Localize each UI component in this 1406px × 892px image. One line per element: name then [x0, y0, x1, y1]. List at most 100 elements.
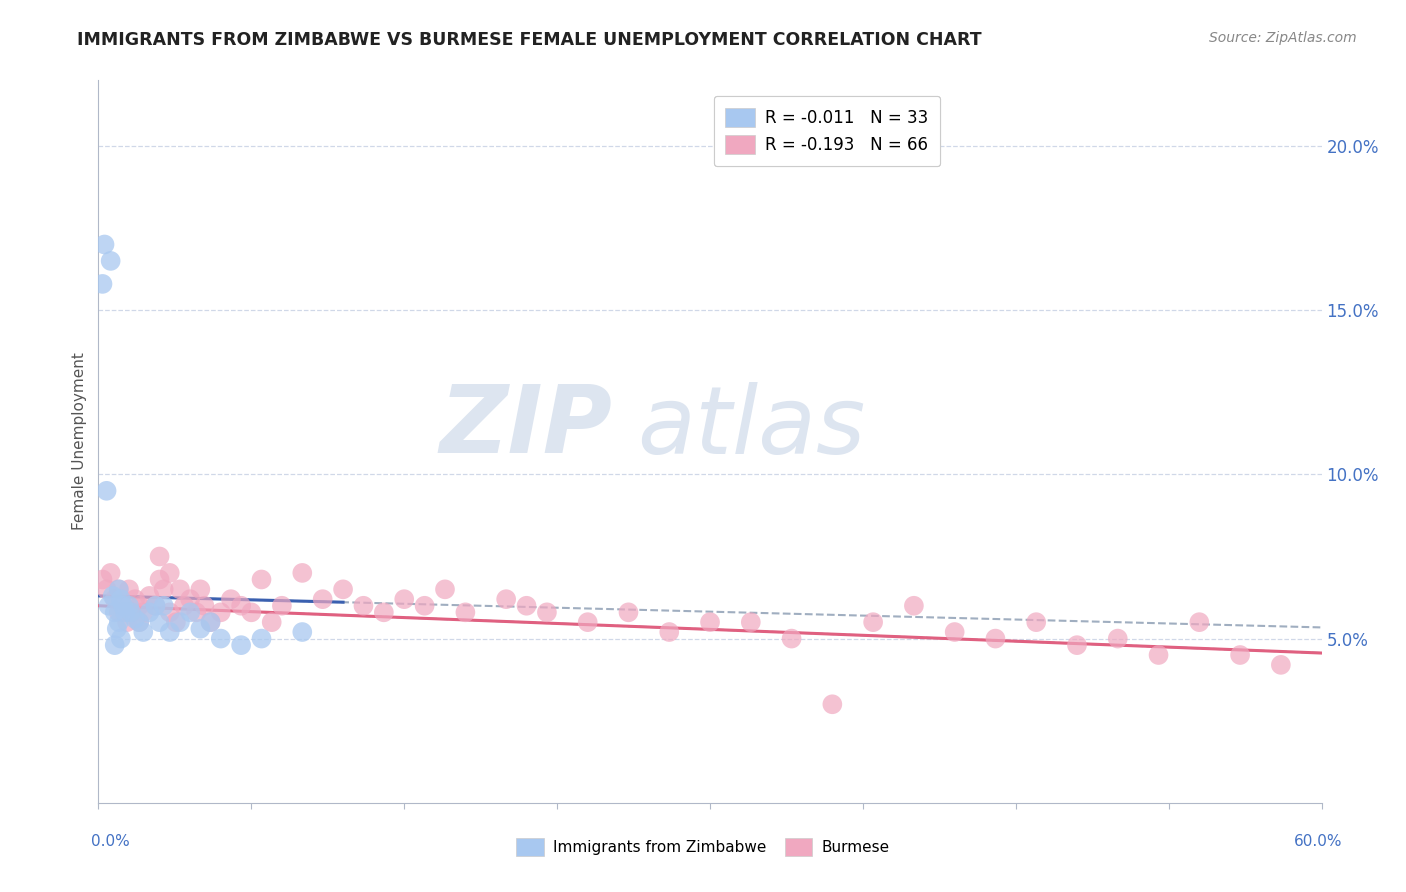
- Point: [96, 483, 118, 498]
- Point: [165, 615, 187, 630]
- Text: atlas: atlas: [637, 382, 865, 473]
- Point: [188, 622, 212, 636]
- Point: [114, 605, 136, 619]
- Point: [152, 599, 174, 613]
- Point: [104, 592, 127, 607]
- Point: [179, 592, 201, 607]
- Point: [100, 253, 122, 268]
- Point: [124, 612, 146, 626]
- Point: [231, 638, 253, 652]
- Legend: Immigrants from Zimbabwe, Burmese: Immigrants from Zimbabwe, Burmese: [510, 832, 896, 862]
- Point: [159, 625, 181, 640]
- Point: [105, 622, 128, 636]
- Text: ZIP: ZIP: [439, 381, 612, 473]
- Point: [984, 632, 1007, 646]
- Point: [332, 582, 354, 597]
- Point: [115, 615, 138, 630]
- Point: [1147, 648, 1170, 662]
- Point: [149, 573, 172, 587]
- Point: [110, 632, 132, 646]
- Point: [576, 615, 599, 630]
- Point: [100, 566, 122, 580]
- Point: [138, 605, 160, 619]
- Point: [118, 599, 141, 613]
- Point: [96, 582, 118, 597]
- Point: [91, 277, 114, 291]
- Point: [291, 625, 314, 640]
- Point: [270, 599, 294, 613]
- Point: [413, 599, 436, 613]
- Point: [149, 549, 172, 564]
- Text: 0.0%: 0.0%: [91, 834, 131, 849]
- Point: [617, 605, 640, 619]
- Point: [200, 615, 222, 630]
- Point: [152, 582, 174, 597]
- Point: [373, 605, 395, 619]
- Point: [209, 632, 232, 646]
- Point: [108, 615, 131, 630]
- Point: [862, 615, 884, 630]
- Point: [104, 638, 127, 652]
- Point: [111, 599, 134, 613]
- Point: [1188, 615, 1211, 630]
- Text: 60.0%: 60.0%: [1295, 834, 1343, 849]
- Point: [138, 589, 160, 603]
- Point: [145, 599, 167, 613]
- Point: [1025, 615, 1047, 630]
- Point: [821, 698, 844, 712]
- Point: [145, 599, 167, 613]
- Point: [111, 599, 134, 613]
- Point: [128, 615, 150, 630]
- Point: [132, 625, 155, 640]
- Point: [169, 582, 191, 597]
- Point: [188, 582, 212, 597]
- Point: [516, 599, 538, 613]
- Point: [149, 615, 172, 630]
- Point: [93, 237, 115, 252]
- Point: [173, 599, 195, 613]
- Point: [91, 573, 114, 587]
- Point: [108, 582, 131, 597]
- Point: [159, 566, 181, 580]
- Point: [658, 625, 681, 640]
- Legend: R = -0.011   N = 33, R = -0.193   N = 66: R = -0.011 N = 33, R = -0.193 N = 66: [714, 95, 941, 166]
- Point: [124, 592, 146, 607]
- Point: [1066, 638, 1088, 652]
- Point: [250, 632, 273, 646]
- Point: [128, 615, 150, 630]
- Point: [200, 615, 222, 630]
- Point: [159, 605, 181, 619]
- Point: [118, 582, 141, 597]
- Text: Source: ZipAtlas.com: Source: ZipAtlas.com: [1209, 31, 1357, 45]
- Point: [193, 599, 215, 613]
- Point: [260, 615, 283, 630]
- Point: [740, 615, 762, 630]
- Point: [1270, 657, 1292, 672]
- Point: [240, 605, 263, 619]
- Point: [536, 605, 558, 619]
- Point: [179, 605, 201, 619]
- Point: [943, 625, 966, 640]
- Point: [352, 599, 374, 613]
- Point: [231, 599, 253, 613]
- Y-axis label: Female Unemployment: Female Unemployment: [72, 352, 87, 531]
- Point: [120, 605, 142, 619]
- Point: [108, 605, 131, 619]
- Point: [454, 605, 477, 619]
- Point: [128, 599, 150, 613]
- Point: [169, 615, 191, 630]
- Point: [108, 582, 131, 597]
- Point: [186, 605, 208, 619]
- Point: [219, 592, 242, 607]
- Point: [110, 592, 132, 607]
- Point: [291, 566, 314, 580]
- Point: [1107, 632, 1129, 646]
- Point: [903, 599, 925, 613]
- Point: [699, 615, 721, 630]
- Point: [97, 599, 120, 613]
- Point: [250, 573, 273, 587]
- Point: [104, 605, 127, 619]
- Point: [209, 605, 232, 619]
- Point: [120, 605, 142, 619]
- Point: [132, 605, 155, 619]
